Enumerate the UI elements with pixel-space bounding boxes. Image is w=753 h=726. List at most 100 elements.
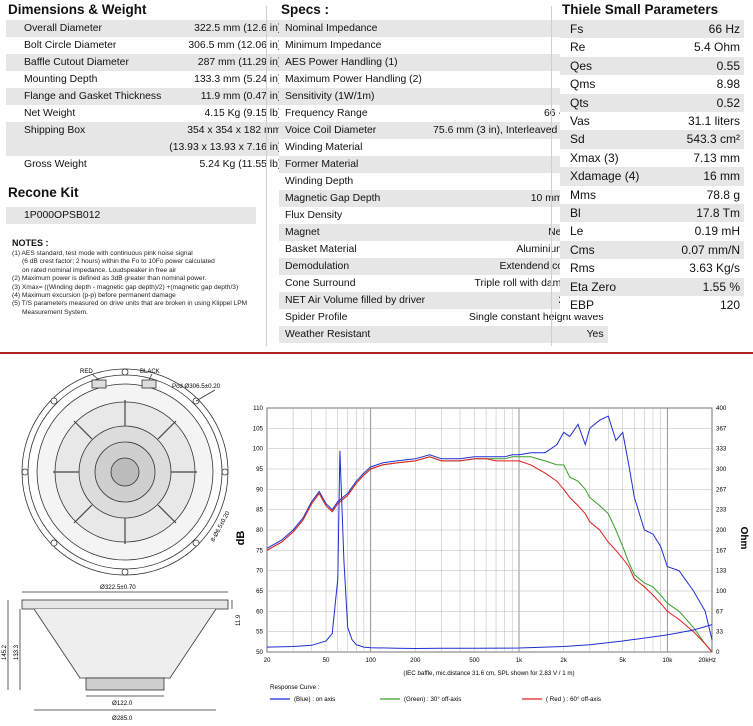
dimension-value: 287 mm (11.29 in) xyxy=(165,54,286,71)
y-tick-label: 65 xyxy=(256,588,263,595)
y2-tick-label: 33 xyxy=(716,629,723,636)
basket-profile xyxy=(33,608,217,679)
dimension-label xyxy=(6,139,166,156)
ts-param-value: 5.4 Ohm xyxy=(662,38,744,57)
y2-tick-label: 233 xyxy=(716,507,727,514)
ts-param-label: Re xyxy=(560,38,663,57)
driver-drawing: RED BLACK Pcd Ø306.5±0.20 8-Ø6.5±0.20 Ø3… xyxy=(2,368,242,722)
spec-label: NET Air Volume filled by driver xyxy=(279,292,430,309)
spec-label: Sensitivity (1W/1m) xyxy=(279,88,430,105)
center-cap xyxy=(110,457,140,487)
ts-param-value: 0.55 xyxy=(662,56,744,76)
chart-series xyxy=(266,415,713,653)
ts-param-label: Bl xyxy=(560,204,663,223)
dimension-row: Flange and Gasket Thickness 11.9 mm (0.47… xyxy=(6,88,286,105)
note-line: (2) Maximum power is defined as 3dB grea… xyxy=(12,275,207,283)
ts-param-row: Cms 0.07 mm/N xyxy=(560,240,744,260)
x-tick-label: 100 xyxy=(366,657,377,664)
ts-param-value: 120 xyxy=(662,296,744,315)
spec-value: Yes xyxy=(429,326,608,343)
ts-param-label: Qms xyxy=(560,75,663,94)
ts-param-label: Vas xyxy=(560,112,663,131)
spec-label: Basket Material xyxy=(279,241,430,258)
ts-param-value: 17.8 Tm xyxy=(662,204,744,223)
pcd-label: Pcd Ø306.5±0.20 xyxy=(172,383,221,390)
dimension-value: 4.15 Kg (9.15 lb) xyxy=(165,105,286,122)
y2-axis-label: Ohm xyxy=(738,527,749,550)
spec-label: Spider Profile xyxy=(279,309,430,326)
y-axis-label: dB xyxy=(236,531,247,546)
ts-param-row: Vas 31.1 liters xyxy=(560,112,744,131)
ts-param-row: Le 0.19 mH xyxy=(560,222,744,241)
ts-param-value: 8.98 xyxy=(662,75,744,94)
dimension-label: Overall Diameter xyxy=(6,20,166,37)
spec-row: Sensitivity (1W/1m)98 dB xyxy=(279,88,608,105)
x-tick-label: 200 xyxy=(410,657,421,664)
ts-param-label: Cms xyxy=(560,240,663,260)
dimension-row: Overall Diameter 322.5 mm (12.6 in) xyxy=(6,20,286,37)
spec-row: Former MaterialTill xyxy=(279,156,608,173)
spec-label: Magnetic Gap Depth xyxy=(279,190,430,207)
y-tick-label: 70 xyxy=(256,568,263,575)
y-tick-label: 95 xyxy=(256,466,263,473)
dimension-label: Baffle Cutout Diameter xyxy=(6,54,166,71)
ts-param-label: Sd xyxy=(560,130,663,149)
legend-entry: (Green) : 30° off-axis xyxy=(404,696,461,703)
flange-profile xyxy=(21,599,229,610)
legend-title: Response Curve : xyxy=(270,684,320,691)
y2-tick-label: 200 xyxy=(716,527,727,534)
ts-param-value: 66 Hz xyxy=(662,20,744,39)
specs-section: Specs : Nominal Impedance8 OhmMinimum Im… xyxy=(279,0,608,343)
overall-dim-label: Ø322.5±0.70 xyxy=(100,584,136,591)
y2-tick-label: 300 xyxy=(716,466,727,473)
dimensions-section: Dimensions & Weight Overall Diameter 322.… xyxy=(6,0,286,317)
note-line: (3) Xmax= ((Winding depth - magnetic gap… xyxy=(12,283,239,291)
thiele-section: Thiele Small Parameters Fs 66 Hz Re 5.4 Ohm… xyxy=(560,0,744,315)
spec-row: Weather Resistant Yes xyxy=(279,326,608,343)
dimension-value: 322.5 mm (12.6 in) xyxy=(165,20,286,37)
y-tick-label: 100 xyxy=(253,446,264,453)
ts-param-row: EBP 120 xyxy=(560,296,744,315)
section-divider xyxy=(0,352,753,354)
y2-tick-label: 100 xyxy=(716,588,727,595)
ts-param-row: Xdamage (4) 16 mm xyxy=(560,167,744,186)
ts-param-row: Mms 78.8 g xyxy=(560,185,744,205)
spec-label: Minimum Impedance xyxy=(279,37,430,54)
frequency-response-chart: 20 50 100 200 500 1k 2k 5k 10k 20kHz5055606570758… xyxy=(236,405,749,703)
terminal-red xyxy=(91,379,107,389)
spec-label: Demodulation xyxy=(279,258,430,275)
notes-list: (1) AES standard, test mode with continu… xyxy=(6,250,256,317)
spec-row: AES Power Handling (1)400 W xyxy=(279,54,608,71)
dimension-value: 11.9 mm (0.47 in) xyxy=(165,88,286,105)
ts-param-row: Rms 3.63 Kg/s xyxy=(560,259,744,278)
dimension-row: Mounting Depth 133.3 mm (5.24 in) xyxy=(6,71,286,88)
y2-tick-label: 267 xyxy=(716,486,727,493)
dimension-label: Flange and Gasket Thickness xyxy=(6,88,166,105)
dimensions-title: Dimensions & Weight xyxy=(8,2,147,17)
ts-param-value: 31.1 liters xyxy=(662,112,744,131)
ts-param-row: Fs 66 Hz xyxy=(560,20,744,39)
ts-param-label: Qts xyxy=(560,93,663,113)
legend-entry: (Blue) : on axis xyxy=(294,696,335,703)
ts-param-label: Rms xyxy=(560,259,663,278)
y-tick-label: 75 xyxy=(256,547,263,554)
ts-param-value: 16 mm xyxy=(662,167,744,186)
magnet-dim-label: Ø122.0 xyxy=(112,700,133,707)
dimension-label: Mounting Depth xyxy=(6,71,166,88)
ts-param-value: 0.19 mH xyxy=(662,222,744,241)
dimension-label: Net Weight xyxy=(6,105,166,122)
y2-tick-label: 367 xyxy=(716,425,727,432)
dimension-value: (13.93 x 13.93 x 7.16 in) xyxy=(165,139,286,156)
chart-grid xyxy=(266,407,713,653)
x-tick-label: 2k xyxy=(560,657,567,664)
spec-label: Former Material xyxy=(279,156,430,173)
ts-param-row: Qts 0.52 xyxy=(560,93,744,113)
y-tick-label: 85 xyxy=(256,507,263,514)
x-tick-label: 20kHz xyxy=(698,657,716,664)
flange-dim-label: 11.9 xyxy=(236,614,242,626)
series-line-2 xyxy=(266,456,713,653)
dimension-value: 354 x 354 x 182 mm xyxy=(165,122,286,139)
dimension-row: Net Weight 4.15 Kg (9.15 lb) xyxy=(6,105,286,122)
